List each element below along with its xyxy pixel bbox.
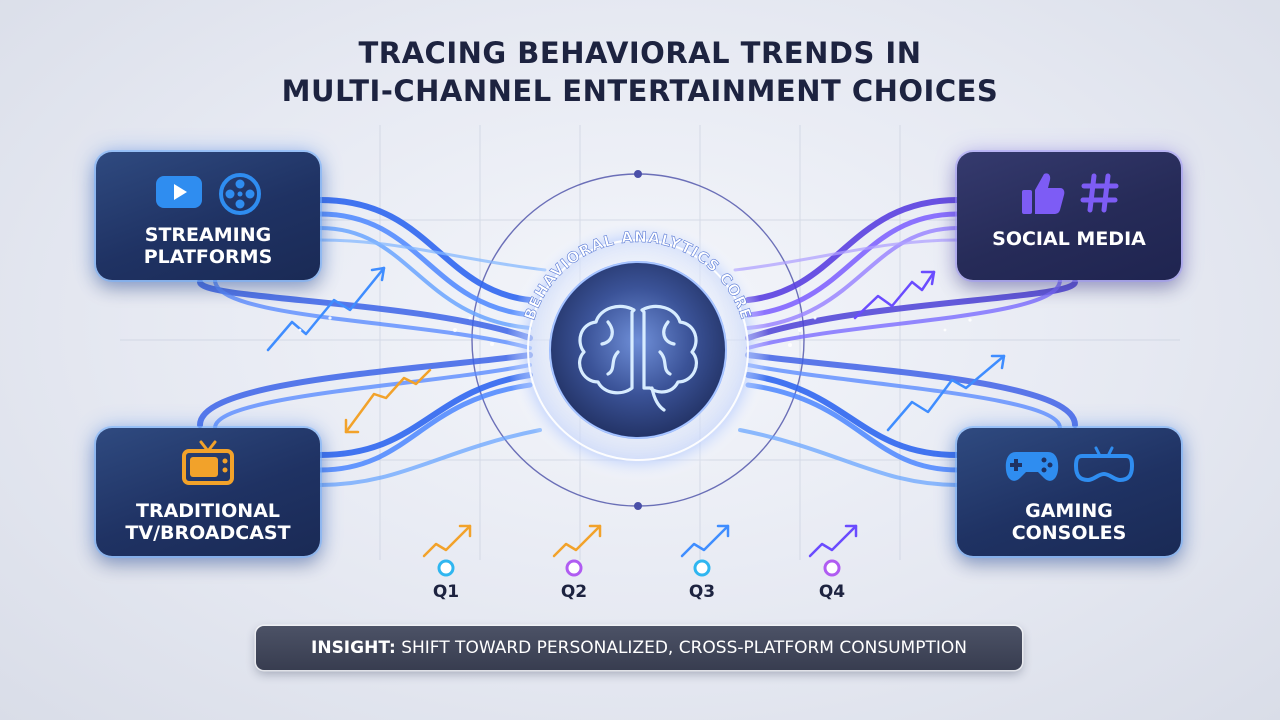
orbit-node-bottom — [634, 502, 642, 510]
trend-arrow-q4 — [808, 524, 858, 558]
trend-down-arrow-tv — [344, 368, 432, 434]
channel-card-streaming[interactable]: STREAMING PLATFORMS — [96, 152, 320, 280]
left-flow-lines — [197, 197, 547, 487]
film-reel-icon — [219, 173, 261, 215]
timeline-label-q3: Q3 — [688, 582, 716, 602]
channel-card-gaming-consoles[interactable]: GAMING CONSOLES — [957, 428, 1181, 556]
timeline-label-q1: Q1 — [432, 582, 460, 602]
timeline-label-q4: Q4 — [818, 582, 846, 602]
tv-icon — [182, 440, 234, 485]
right-flow-lines — [733, 197, 1078, 487]
hashtag-icon — [1080, 173, 1119, 213]
play-icon — [156, 176, 202, 208]
thumbs-up-icon — [1022, 173, 1065, 214]
tv-icons — [96, 438, 320, 488]
timeline-label-q2: Q2 — [560, 582, 588, 602]
page-title-line-1: TRACING BEHAVIORAL TRENDS IN — [358, 36, 922, 70]
gaming-icons — [957, 446, 1181, 486]
insight-text: SHIFT TOWARD PERSONALIZED, CROSS-PLATFOR… — [395, 638, 967, 658]
trend-arrows — [266, 266, 1006, 558]
channel-card-traditional-tv[interactable]: TRADITIONAL TV/BROADCAST — [96, 428, 320, 556]
vr-headset-icon — [1074, 446, 1134, 483]
gamepad-icon — [1005, 452, 1059, 481]
streaming-label: STREAMING PLATFORMS — [143, 224, 273, 268]
gaming-consoles-label: GAMING CONSOLES — [1011, 500, 1127, 544]
traditional-tv-label: TRADITIONAL TV/BROADCAST — [125, 500, 291, 544]
core-orb — [549, 261, 727, 439]
sparkle-dots — [298, 316, 972, 347]
page-title-line-2: MULTI-CHANNEL ENTERTAINMENT CHOICES — [281, 74, 999, 108]
social-icons — [957, 170, 1181, 216]
channel-card-social-media[interactable]: SOCIAL MEDIA — [957, 152, 1181, 280]
social-media-label: SOCIAL MEDIA — [992, 228, 1146, 250]
trend-arrow-q2 — [552, 524, 602, 558]
trend-arrow-q1 — [422, 524, 472, 558]
trend-up-arrow-gaming — [886, 354, 1006, 432]
insight-banner: INSIGHT: SHIFT TOWARD PERSONALIZED, CROS… — [256, 626, 1022, 670]
orbit-node-top — [634, 170, 642, 178]
trend-arrow-q3 — [680, 524, 730, 558]
page-title: TRACING BEHAVIORAL TRENDS IN MULTI-CHANN… — [0, 34, 1280, 110]
streaming-icons — [96, 172, 320, 216]
trend-up-arrow-streaming — [266, 266, 386, 352]
trend-up-arrow-social — [853, 270, 936, 320]
insight-prefix: INSIGHT: — [311, 638, 396, 658]
